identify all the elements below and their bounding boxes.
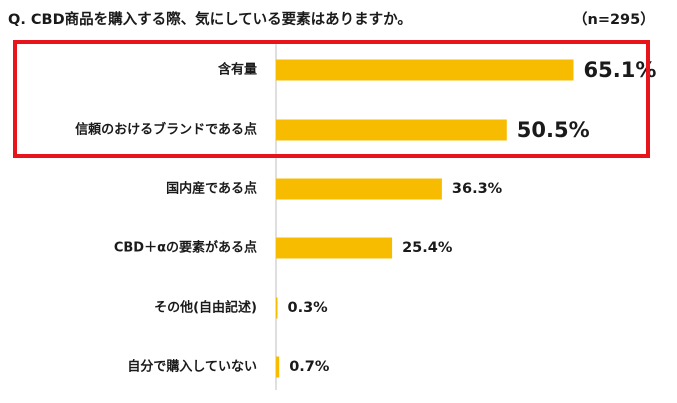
bar-1 <box>276 59 574 81</box>
bar-5 <box>276 297 278 319</box>
value-label-5: 0.3% <box>288 300 329 316</box>
category-label-2: 信頼のおけるブランドである点 <box>75 122 257 138</box>
category-label-1: 含有量 <box>217 62 257 78</box>
highlight-box <box>13 40 650 158</box>
bar-4 <box>276 237 393 259</box>
value-label-3: 36.3% <box>452 181 503 197</box>
value-label-4: 25.4% <box>402 240 453 256</box>
chart-title: Q. CBD商品を購入する際、気にしている要素はありますか。 （n=295） <box>8 8 655 29</box>
category-label-5: その他(自由記述) <box>154 300 257 316</box>
value-label-6: 0.7% <box>289 359 330 375</box>
category-label-6: 自分で購入していない <box>127 359 257 375</box>
question-text: Q. CBD商品を購入する際、気にしている要素はありますか。 <box>8 12 412 28</box>
category-label-3: 国内産である点 <box>166 181 257 197</box>
sample-size: （n=295） <box>573 12 655 28</box>
value-label-2: 50.5% <box>517 118 590 142</box>
category-label-4: CBD＋αの要素がある点 <box>114 240 257 256</box>
bar-6 <box>276 356 280 378</box>
bar-2 <box>276 119 507 141</box>
bar-3 <box>276 178 442 200</box>
value-label-1: 65.1% <box>584 58 657 82</box>
